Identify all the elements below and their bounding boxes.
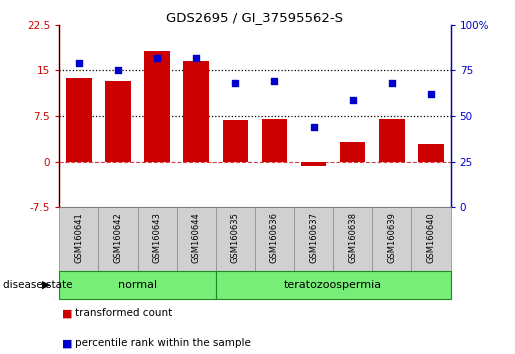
Bar: [105, 81, 131, 161]
Text: ■: ■: [62, 308, 72, 318]
Text: teratozoospermia: teratozoospermia: [284, 280, 382, 290]
Text: percentile rank within the sample: percentile rank within the sample: [75, 338, 251, 348]
Bar: [411, 207, 451, 271]
Bar: [379, 119, 405, 161]
Point: [231, 80, 239, 86]
Text: GSM160641: GSM160641: [74, 212, 83, 263]
Text: GSM160637: GSM160637: [309, 212, 318, 263]
Text: transformed count: transformed count: [75, 308, 172, 318]
Bar: [262, 119, 287, 161]
Bar: [183, 61, 209, 161]
Text: GSM160636: GSM160636: [270, 212, 279, 263]
Text: disease state: disease state: [3, 280, 72, 290]
Point: [349, 97, 357, 102]
Bar: [216, 271, 451, 299]
Point: [427, 91, 435, 97]
Bar: [333, 207, 372, 271]
Title: GDS2695 / GI_37595562-S: GDS2695 / GI_37595562-S: [166, 11, 344, 24]
Text: GSM160642: GSM160642: [113, 212, 123, 263]
Bar: [301, 161, 327, 166]
Text: normal: normal: [118, 280, 157, 290]
Text: ■: ■: [62, 338, 72, 348]
Point: [270, 79, 279, 84]
Bar: [255, 207, 294, 271]
Text: GSM160640: GSM160640: [426, 212, 436, 263]
Bar: [138, 207, 177, 271]
Text: GSM160643: GSM160643: [152, 212, 162, 263]
Text: GSM160638: GSM160638: [348, 212, 357, 263]
Text: GSM160644: GSM160644: [192, 212, 201, 263]
Point: [75, 60, 83, 66]
Text: GSM160635: GSM160635: [231, 212, 240, 263]
Text: GSM160639: GSM160639: [387, 212, 397, 263]
Bar: [372, 207, 411, 271]
Bar: [66, 78, 92, 161]
Point: [192, 55, 200, 61]
Bar: [177, 207, 216, 271]
Bar: [59, 207, 98, 271]
Bar: [144, 51, 170, 161]
Bar: [98, 207, 138, 271]
Bar: [222, 120, 248, 161]
Point: [310, 124, 318, 130]
Bar: [216, 207, 255, 271]
Text: ▶: ▶: [42, 280, 50, 290]
Point: [153, 55, 161, 61]
Bar: [59, 271, 216, 299]
Bar: [294, 207, 333, 271]
Point: [388, 80, 396, 86]
Bar: [340, 142, 366, 161]
Bar: [418, 144, 444, 161]
Point: [114, 68, 122, 73]
